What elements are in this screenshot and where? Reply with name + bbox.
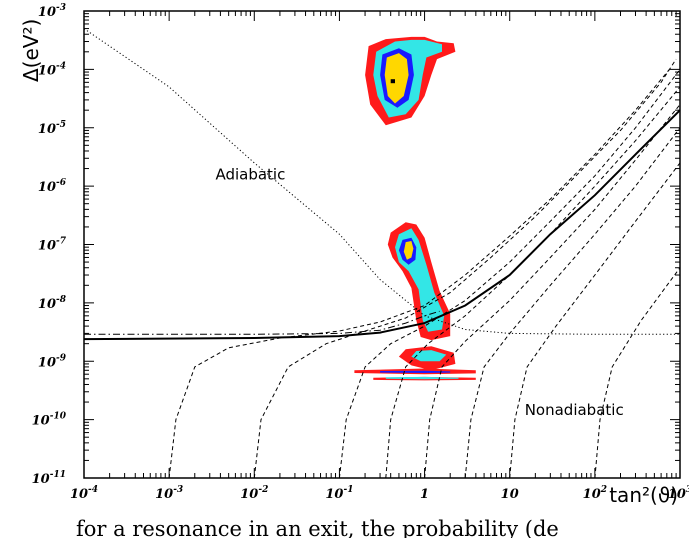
x-tick-label-6: 102 bbox=[583, 485, 607, 502]
curve-series bbox=[83, 28, 681, 479]
y-tick-label-2: 10-9 bbox=[38, 353, 67, 370]
x-tick-label-1: 10-3 bbox=[155, 485, 183, 502]
y-tick-label-8: 10-3 bbox=[38, 3, 66, 20]
x-tick-label-2: 10-2 bbox=[240, 485, 268, 502]
y-tick-label-1: 10-10 bbox=[32, 412, 67, 429]
x-tick-label-5: 10 bbox=[501, 487, 519, 502]
series-line-8-dashed bbox=[464, 127, 681, 479]
y-tick-label-4: 10-7 bbox=[38, 237, 67, 254]
series-line-2-dotted bbox=[83, 28, 680, 335]
caption-text: for a resonance in an exit, the probabil… bbox=[76, 517, 559, 538]
region-3 bbox=[384, 53, 409, 104]
region-14 bbox=[385, 376, 459, 380]
annotation-nonadiabatic: Nonadiabatic bbox=[525, 401, 624, 419]
plot-svg: 10-410-310-210-111010210310-1110-1010-91… bbox=[19, 3, 689, 507]
series-line-9-dashed bbox=[509, 162, 681, 479]
region-4 bbox=[390, 79, 395, 84]
region-12 bbox=[380, 370, 451, 373]
series-line-1-dash-dot bbox=[84, 310, 440, 335]
series-line-0-solid bbox=[83, 109, 681, 341]
region-8 bbox=[403, 241, 414, 260]
region-10 bbox=[411, 350, 447, 362]
series-line-6-dashed bbox=[385, 86, 681, 479]
x-tick-label-3: 10-1 bbox=[325, 485, 353, 502]
axis-ticks: 10-410-310-210-111010210310-1110-1010-91… bbox=[32, 3, 689, 502]
y-tick-label-0: 10-11 bbox=[32, 470, 66, 487]
y-tick-label-6: 10-5 bbox=[38, 120, 66, 137]
annotation-adiabatic: Adiabatic bbox=[215, 165, 285, 183]
y-axis-label: Δ(eV²) bbox=[19, 19, 43, 82]
annotations: Adiabatic Nonadiabatic bbox=[215, 165, 623, 419]
x-tick-label-4: 1 bbox=[420, 487, 429, 502]
x-tick-label-7: 103 bbox=[668, 485, 689, 502]
y-tick-label-3: 10-8 bbox=[38, 295, 67, 312]
series-line-5-dashed bbox=[338, 69, 681, 479]
series-line-7-dashed bbox=[424, 104, 681, 479]
series-line-10-dashed bbox=[594, 267, 681, 479]
series-line-4-dashed bbox=[253, 58, 677, 479]
series-line-3-dashed bbox=[168, 69, 670, 479]
y-tick-label-5: 10-6 bbox=[38, 178, 67, 195]
x-tick-label-0: 10-4 bbox=[70, 485, 98, 502]
x-axis-label: tan²(ϑ) bbox=[609, 483, 678, 507]
allowed-regions bbox=[354, 36, 476, 381]
